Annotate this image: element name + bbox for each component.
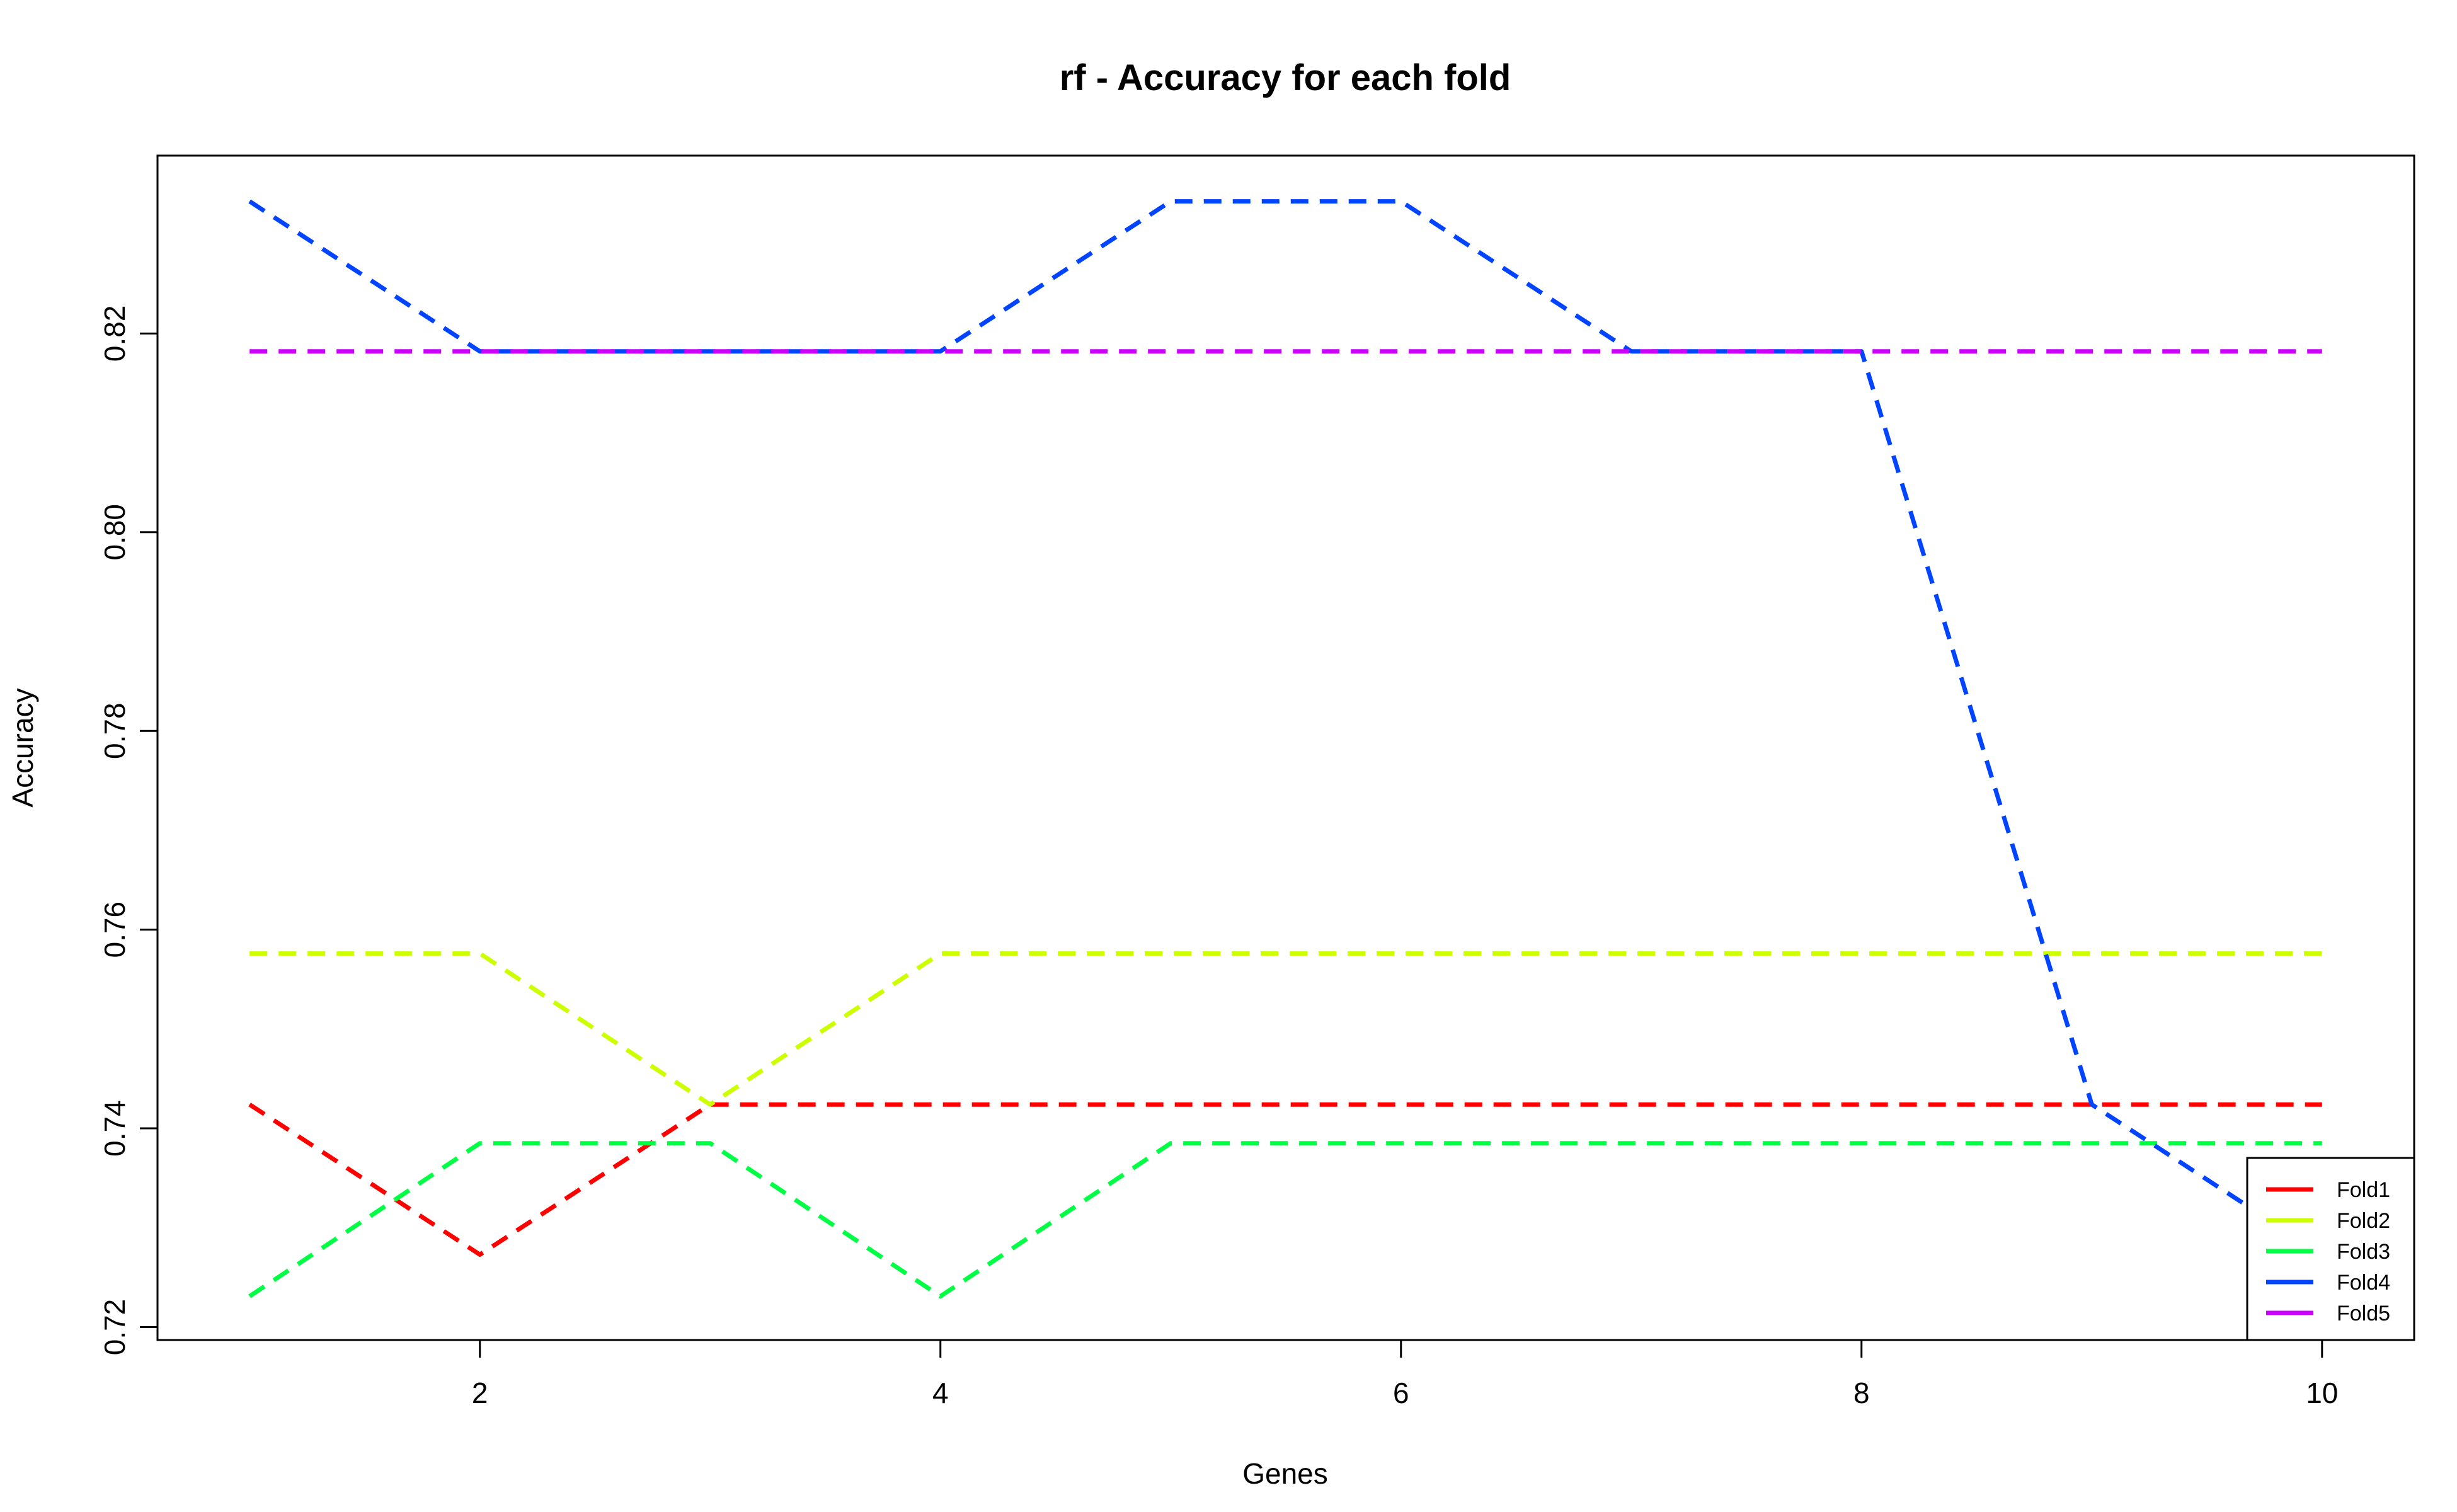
x-tick-label: 8 bbox=[1853, 1377, 1870, 1409]
x-tick-label: 4 bbox=[932, 1377, 949, 1409]
x-tick-label: 10 bbox=[2306, 1377, 2338, 1409]
series-line-fold3 bbox=[248, 1141, 2322, 1299]
series-line-fold4 bbox=[248, 199, 2323, 1257]
y-tick-label: 0.74 bbox=[98, 1100, 131, 1157]
x-axis-label: Genes bbox=[1242, 1457, 1328, 1490]
y-tick-label: 0.76 bbox=[98, 902, 131, 958]
legend-label-fold5: Fold5 bbox=[2337, 1302, 2390, 1326]
x-axis: 2 4 6 8 10 bbox=[472, 1340, 2338, 1409]
series-line-fold1 bbox=[248, 1102, 2322, 1257]
legend: Fold1 Fold2 Fold3 Fold4 Fold5 bbox=[2246, 1157, 2415, 1341]
plot-area bbox=[248, 199, 2323, 1299]
plot-frame bbox=[156, 154, 2415, 1341]
y-tick-label: 0.80 bbox=[98, 504, 131, 561]
y-axis: 0.72 0.74 0.76 0.78 0.80 0.82 bbox=[98, 306, 158, 1356]
y-tick-label: 0.82 bbox=[98, 306, 131, 362]
chart-title: rf - Accuracy for each fold bbox=[1060, 57, 1511, 98]
series-line-fold2 bbox=[249, 951, 2322, 1107]
legend-label-fold1: Fold1 bbox=[2337, 1178, 2390, 1202]
y-axis-label: Accuracy bbox=[6, 688, 39, 807]
x-tick-label: 6 bbox=[1393, 1377, 1409, 1409]
legend-label-fold3: Fold3 bbox=[2337, 1240, 2390, 1264]
x-tick-label: 2 bbox=[472, 1377, 488, 1409]
legend-label-fold2: Fold2 bbox=[2337, 1209, 2390, 1233]
y-tick-label: 0.78 bbox=[98, 702, 131, 759]
legend-label-fold4: Fold4 bbox=[2337, 1271, 2390, 1295]
y-tick-label: 0.72 bbox=[98, 1299, 131, 1356]
